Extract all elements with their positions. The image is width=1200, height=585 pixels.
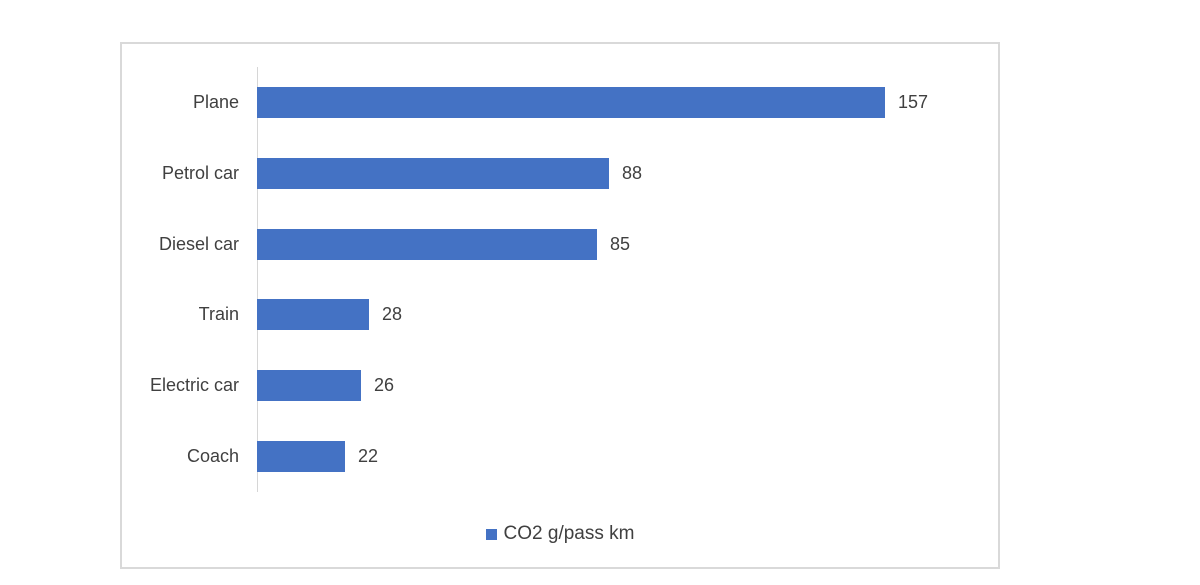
category-label: Coach: [186, 446, 239, 467]
chart-row: Plane 157: [122, 67, 998, 138]
legend-swatch-icon: [485, 528, 497, 540]
value-label: 28: [382, 304, 403, 325]
value-label: 85: [610, 233, 631, 254]
bar: [257, 157, 609, 189]
bar-rows: Plane 157 Petrol car 88 Diesel car 85 Train 28 E…: [122, 67, 998, 492]
bar: [257, 370, 361, 402]
value-label: 88: [622, 162, 643, 183]
bar: [257, 86, 885, 118]
chart-row: Electric car 26: [122, 350, 998, 421]
value-label: 26: [374, 375, 395, 396]
category-label: Diesel car: [158, 233, 239, 254]
bar: [257, 441, 345, 473]
chart-row: Petrol car 88: [122, 138, 998, 209]
plot-area: Plane 157 Petrol car 88 Diesel car 85 Train 28 E…: [122, 67, 998, 492]
legend-label: CO2 g/pass km: [503, 523, 635, 544]
value-label: 22: [358, 446, 379, 467]
bar: [257, 299, 369, 331]
category-label: Train: [198, 304, 239, 325]
category-label: Plane: [192, 91, 239, 112]
chart-row: Diesel car 85: [122, 209, 998, 280]
category-label: Petrol car: [161, 162, 239, 183]
chart-row: Coach 22: [122, 421, 998, 492]
y-axis-line: [257, 67, 258, 492]
bar: [257, 228, 597, 260]
category-label: Electric car: [149, 375, 239, 396]
legend: CO2 g/pass km: [122, 523, 998, 545]
chart-container: Plane 157 Petrol car 88 Diesel car 85 Train 28 E…: [120, 42, 1000, 569]
chart-row: Train 28: [122, 279, 998, 350]
value-label: 157: [898, 91, 929, 112]
